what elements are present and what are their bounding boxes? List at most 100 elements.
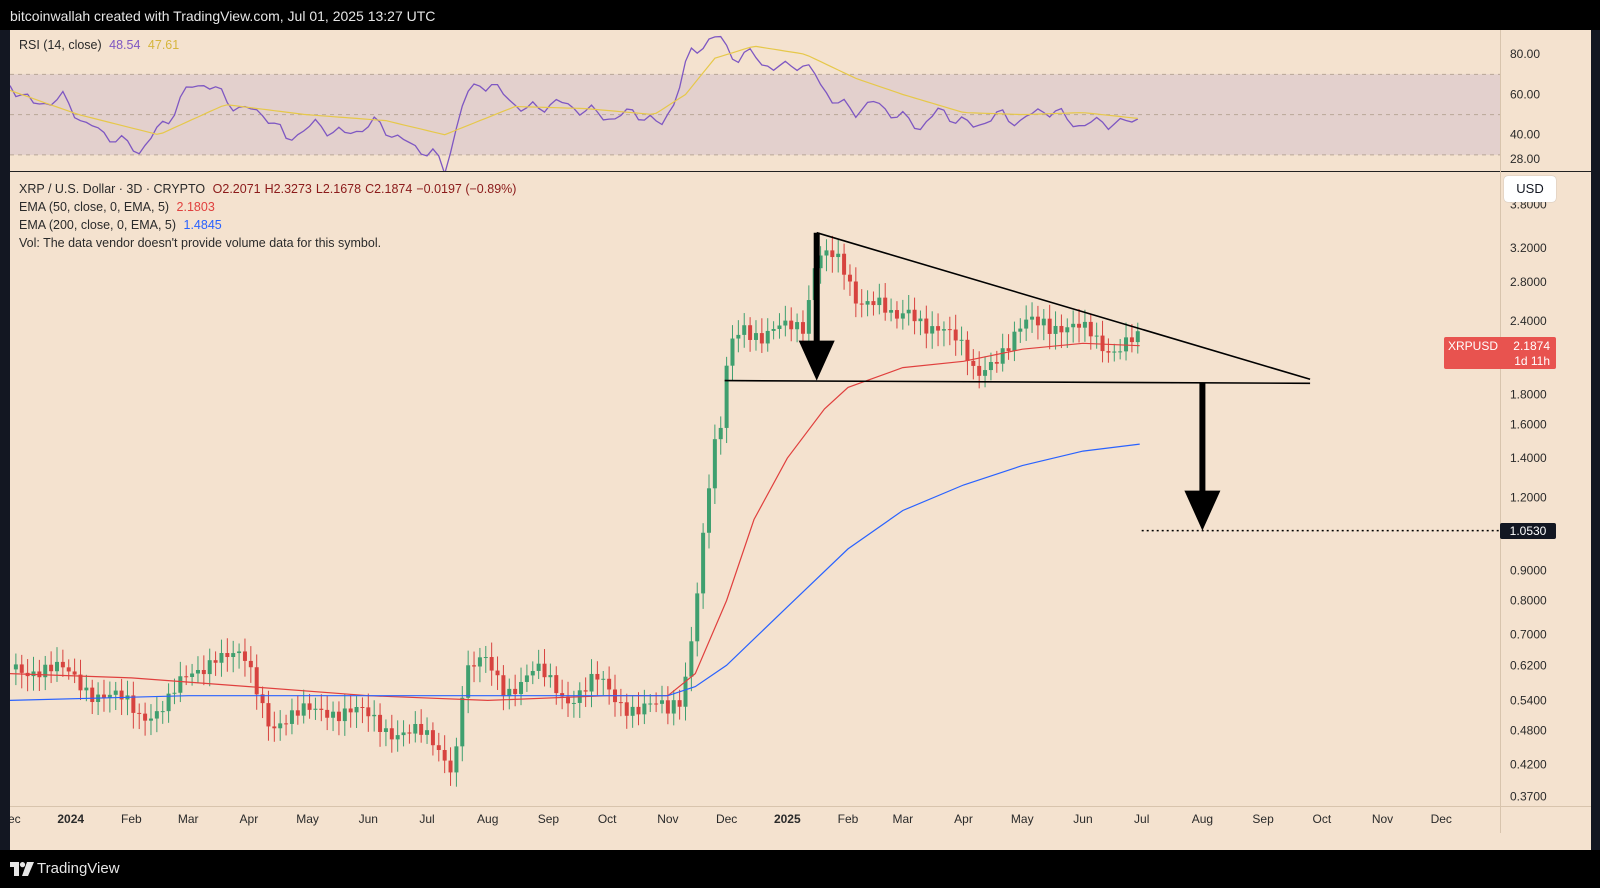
candle bbox=[1124, 322, 1129, 361]
candle bbox=[1024, 305, 1029, 341]
price-tick-label: 0.4200 bbox=[1510, 757, 1547, 771]
time-tick-label: May bbox=[1011, 812, 1034, 826]
time-tick-label: Feb bbox=[121, 812, 142, 826]
time-tick-label: Aug bbox=[1192, 812, 1213, 826]
candle bbox=[354, 696, 359, 728]
rsi-legend-label: RSI (14, close) bbox=[19, 38, 102, 52]
price-tick-label: 1.8000 bbox=[1510, 387, 1547, 401]
time-tick-label: Jun bbox=[1073, 812, 1092, 826]
time-tick-label: Oct bbox=[1312, 812, 1331, 826]
symbol-title[interactable]: XRP / U.S. Dollar · 3D · CRYPTO bbox=[19, 182, 206, 196]
candle bbox=[1006, 334, 1011, 360]
candle bbox=[918, 310, 923, 336]
time-tick-label: 2025 bbox=[774, 812, 801, 826]
candle bbox=[936, 313, 941, 347]
time-tick-label: Dec bbox=[1431, 812, 1452, 826]
candle bbox=[836, 239, 841, 273]
time-tick-label: Sep bbox=[1252, 812, 1274, 826]
descending-trendline bbox=[816, 231, 1311, 381]
candle bbox=[1018, 318, 1023, 343]
candle bbox=[66, 659, 71, 680]
candle bbox=[231, 640, 236, 673]
candle bbox=[842, 243, 847, 290]
candle bbox=[1041, 309, 1046, 341]
currency-button[interactable]: USD bbox=[1504, 176, 1556, 202]
candle bbox=[54, 647, 59, 682]
candle bbox=[589, 659, 594, 708]
candle bbox=[466, 650, 471, 714]
chart-frame[interactable]: 80.00 60.00 40.00 28.00 3.8000 3.2000 2.8000 2… bbox=[10, 30, 1591, 850]
candle bbox=[472, 651, 477, 683]
candle bbox=[260, 686, 265, 719]
ema50-value: 2.1803 bbox=[176, 200, 215, 214]
candle bbox=[1118, 338, 1123, 360]
ema200-value: 1.4845 bbox=[183, 218, 222, 232]
candle bbox=[524, 664, 529, 692]
candle bbox=[460, 686, 465, 762]
candle bbox=[771, 321, 776, 340]
target-price-tag: 1.0530 bbox=[1500, 522, 1556, 539]
candle bbox=[1082, 309, 1087, 342]
time-tick-label: Sep bbox=[538, 812, 560, 826]
candle bbox=[730, 325, 735, 381]
candle bbox=[830, 235, 835, 273]
candle bbox=[1047, 304, 1052, 350]
candle bbox=[166, 683, 171, 723]
price-tick-label: 1.2000 bbox=[1510, 490, 1547, 504]
footer-bar: TradingView bbox=[0, 850, 1600, 888]
candle bbox=[959, 326, 964, 356]
time-tick-label: Mar bbox=[892, 812, 913, 826]
time-tick-label: Feb bbox=[838, 812, 859, 826]
ema200-row[interactable]: EMA (200, close, 0, EMA, 5) 1.4845 bbox=[19, 216, 520, 234]
close-value: C2.1874 bbox=[365, 182, 413, 196]
candle bbox=[683, 662, 688, 721]
candle bbox=[971, 349, 976, 380]
candle bbox=[742, 313, 747, 348]
candle bbox=[436, 732, 441, 762]
rsi-ma-legend-value: 47.61 bbox=[147, 38, 180, 52]
candle bbox=[706, 474, 711, 549]
candle bbox=[877, 283, 882, 315]
candle bbox=[248, 646, 253, 683]
candle bbox=[219, 639, 224, 677]
time-tick-label: Nov bbox=[657, 812, 678, 826]
candle bbox=[72, 658, 77, 684]
candle bbox=[1053, 311, 1058, 350]
time-tick-label: Apr bbox=[954, 812, 973, 826]
support-line bbox=[724, 379, 1311, 385]
candle bbox=[865, 290, 870, 317]
candle bbox=[489, 642, 494, 686]
candle bbox=[671, 690, 676, 726]
candle bbox=[554, 666, 559, 705]
price-tick-label: 1.6000 bbox=[1510, 417, 1547, 431]
candle bbox=[542, 649, 547, 687]
candle bbox=[242, 638, 247, 677]
candle bbox=[736, 320, 741, 353]
candle bbox=[307, 693, 312, 719]
ema200-label: EMA (200, close, 0, EMA, 5) bbox=[19, 218, 177, 232]
ema50-label: EMA (50, close, 0, EMA, 5) bbox=[19, 200, 170, 214]
time-tick-label: May bbox=[296, 812, 319, 826]
candle bbox=[906, 295, 911, 326]
rsi-tick-label: 28.00 bbox=[1510, 152, 1540, 166]
price-tick-label: 0.8000 bbox=[1510, 593, 1547, 607]
time-tick-label: Jul bbox=[419, 812, 434, 826]
candle bbox=[566, 681, 571, 717]
candle bbox=[501, 665, 506, 711]
price-tag-symbol: XRPUSD bbox=[1448, 338, 1499, 353]
candle bbox=[348, 694, 353, 728]
candle bbox=[207, 648, 212, 687]
candle bbox=[448, 747, 453, 786]
candle bbox=[284, 714, 289, 736]
candle bbox=[43, 655, 48, 691]
candle bbox=[60, 649, 65, 677]
candle bbox=[689, 626, 694, 692]
candle bbox=[272, 711, 277, 742]
volume-row: Vol: The data vendor doesn't provide vol… bbox=[19, 234, 520, 252]
candle bbox=[1106, 338, 1111, 363]
candle bbox=[724, 356, 729, 444]
candle bbox=[930, 311, 935, 349]
ema50-row[interactable]: EMA (50, close, 0, EMA, 5) 2.1803 bbox=[19, 198, 520, 216]
candle bbox=[336, 701, 341, 736]
